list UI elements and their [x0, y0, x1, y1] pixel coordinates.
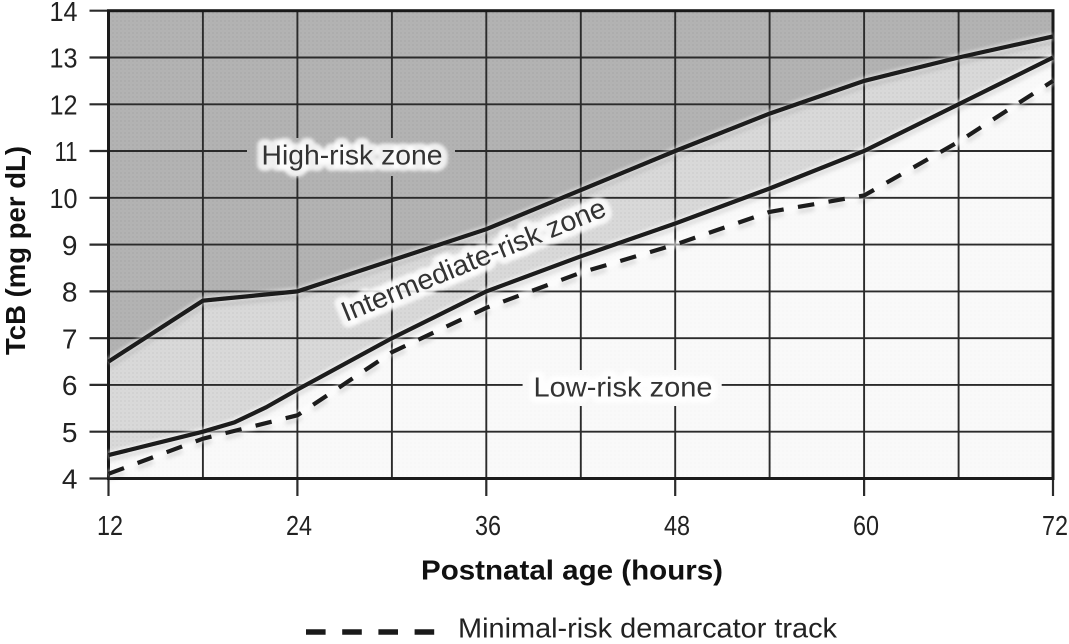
svg-text:5: 5	[62, 417, 78, 448]
svg-text:Postnatal age (hours): Postnatal age (hours)	[421, 554, 723, 585]
svg-text:10: 10	[50, 183, 78, 214]
svg-text:60: 60	[853, 510, 879, 541]
svg-text:9: 9	[62, 230, 78, 261]
svg-text:High-risk zone: High-risk zone	[262, 140, 443, 171]
svg-text:Low-risk zone: Low-risk zone	[534, 372, 713, 403]
svg-text:12: 12	[50, 90, 78, 121]
svg-text:11: 11	[55, 136, 78, 167]
svg-text:14: 14	[50, 0, 78, 27]
svg-text:36: 36	[475, 510, 501, 541]
svg-text:4: 4	[62, 464, 78, 495]
svg-text:72: 72	[1042, 510, 1068, 541]
svg-text:12: 12	[97, 510, 123, 541]
svg-text:Minimal-risk demarcator track: Minimal-risk demarcator track	[458, 613, 838, 644]
svg-text:High-risk zone: High-risk zone	[262, 140, 443, 171]
svg-text:24: 24	[286, 510, 312, 541]
svg-text:6: 6	[62, 370, 78, 401]
svg-text:Low-risk zone: Low-risk zone	[534, 372, 713, 403]
svg-text:13: 13	[50, 43, 78, 74]
svg-text:TcB (mg per dL): TcB (mg per dL)	[0, 146, 31, 355]
svg-text:48: 48	[664, 510, 690, 541]
svg-text:7: 7	[62, 323, 78, 354]
svg-text:8: 8	[62, 277, 78, 308]
